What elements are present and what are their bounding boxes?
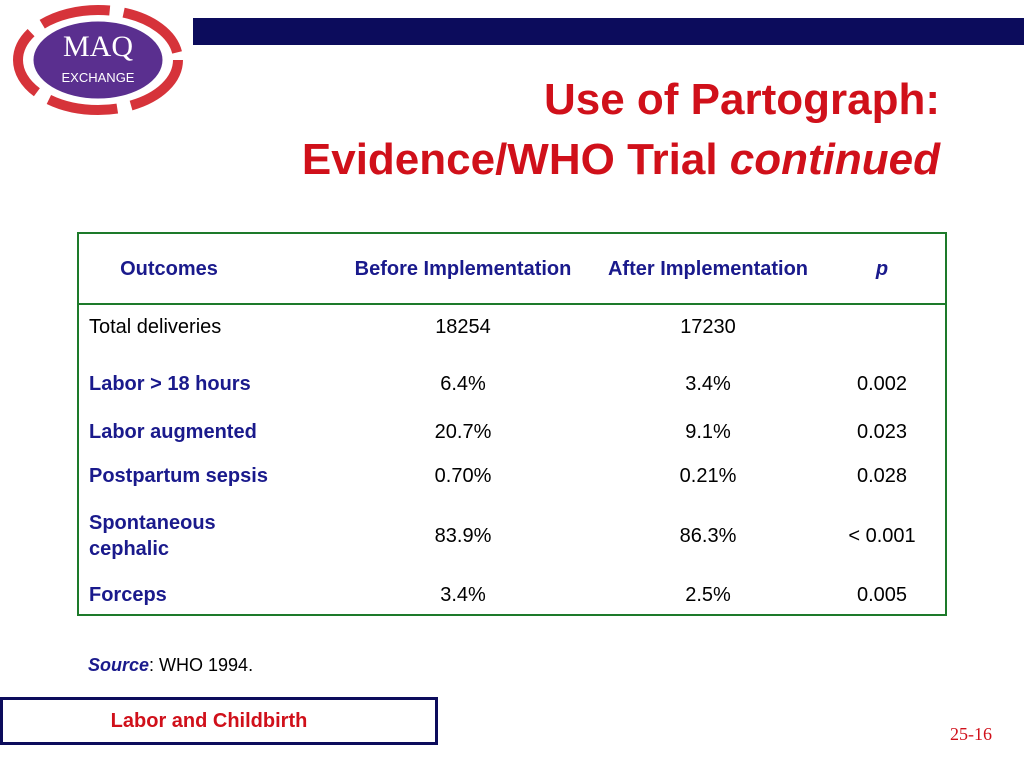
table-cell: < 0.001: [848, 525, 916, 547]
top-bar: [193, 18, 1024, 45]
table-cell: 0.70%: [434, 465, 492, 487]
title-line: Use of Partograph:: [543, 75, 940, 124]
table: Outcomes Before Implementation After Imple…: [77, 232, 947, 616]
source-label: Source: [88, 655, 150, 675]
title-italic: continued: [729, 135, 940, 184]
logo: MAQ EXCHANGE: [13, 5, 183, 115]
table-cell: 9.1%: [685, 421, 731, 443]
table-cell: 0.002: [856, 373, 908, 395]
table-cell: 83.9%: [434, 525, 492, 547]
table-cell: 0.028: [856, 465, 908, 487]
row-label: Postpartum sepsis: [89, 465, 268, 487]
table-cell: 0.023: [856, 421, 908, 443]
table-cell: 3.4%: [685, 373, 731, 395]
title-text: Evidence/WHO Trial: [301, 135, 718, 184]
table-cell: 17230: [680, 316, 736, 338]
table-cell: 86.3%: [679, 525, 737, 547]
header-rule: [79, 303, 945, 305]
row-label: Spontaneous cephalic: [89, 512, 216, 560]
source-text: : WHO 1994.: [149, 655, 254, 675]
header-cell: p: [875, 258, 889, 280]
title-line: Evidence/WHO Trial continued: [302, 130, 940, 190]
table-cell: 3.4%: [440, 584, 486, 606]
row-label: Labor > 18 hours: [89, 373, 251, 395]
row-label: Labor augmented: [89, 421, 257, 443]
page-number: 25-16: [950, 724, 992, 744]
row-label: Forceps: [89, 584, 167, 606]
table-cell: 0.21%: [679, 465, 737, 487]
header-cell: Before Implementation: [354, 258, 572, 280]
table-cell: 0.005: [856, 584, 908, 606]
table-cell: 18254: [435, 316, 491, 338]
logo-bottom: EXCHANGE: [62, 70, 135, 85]
table-cell: 6.4%: [440, 373, 486, 395]
table-cell: 2.5%: [685, 584, 731, 606]
logo-top: MAQ: [63, 30, 133, 63]
table-cell: 20.7%: [434, 421, 492, 443]
footer-box: Labor and Childbirth: [0, 697, 438, 745]
footer-section: Labor and Childbirth: [110, 709, 308, 732]
header-cell: After Implementation: [607, 258, 809, 280]
source: Source: WHO 1994.: [88, 655, 253, 676]
header-cell: Outcomes: [120, 258, 218, 280]
row-label: Total deliveries: [89, 316, 222, 338]
